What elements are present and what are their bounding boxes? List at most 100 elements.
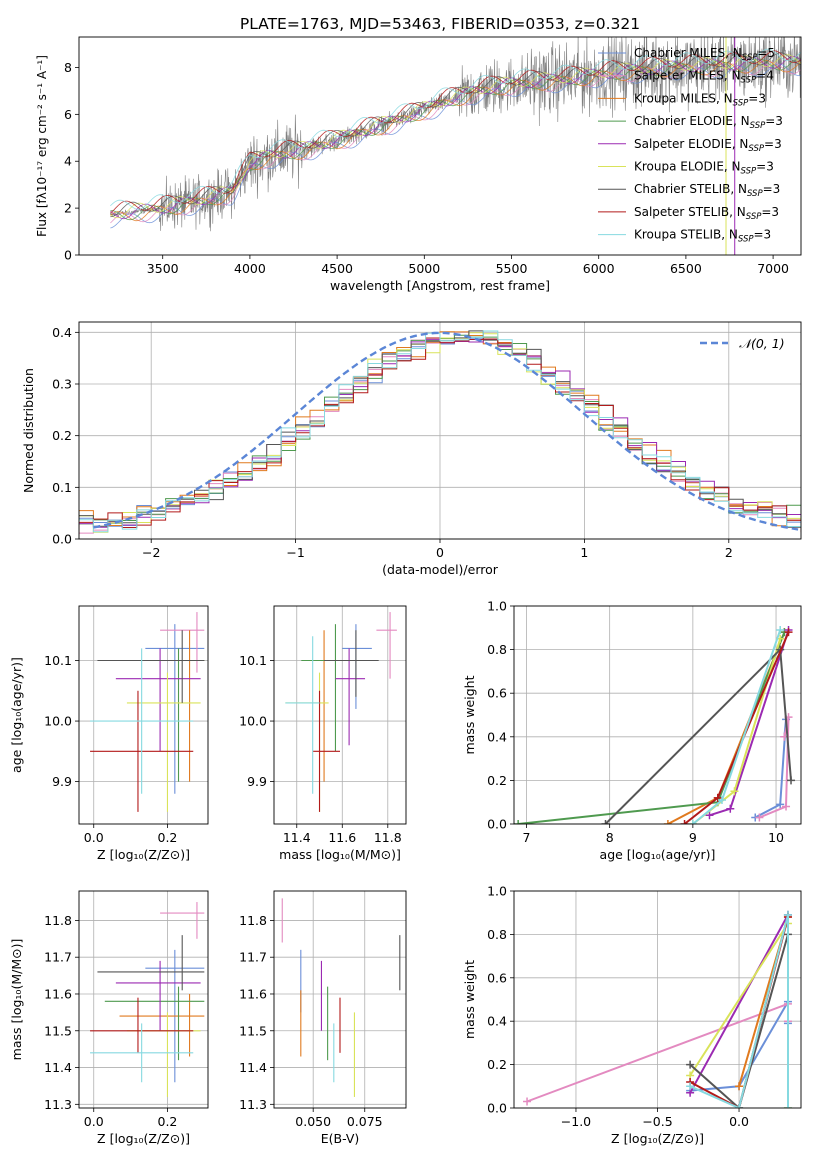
- mass_weight_vs_age-marker-chabrier-stelib: [601, 820, 610, 824]
- histogram-step-kroupa-stelib: [79, 330, 801, 533]
- mass_weight_vs_age-marker-kroupa-stelib: [688, 820, 697, 824]
- mass_vs_Z-ytick-label: 11.8: [44, 913, 72, 928]
- mass_vs_Z-ytick-label: 11.6: [44, 986, 72, 1001]
- mass_weight_vs_Z-ytick-label: 0.0: [487, 1101, 507, 1116]
- mass_weight_vs_Z-axes-frame: [513, 890, 802, 1109]
- spectrum-ytick-label: 4: [64, 154, 72, 169]
- mass_weight_vs_age-marker-kroupa-elodie: [730, 787, 739, 796]
- spectrum-model-line-kroupa-elodie: [110, 54, 801, 219]
- mass_weight_vs_Z-xtick-label: −0.5: [642, 1114, 672, 1129]
- age_vs_mass-xtick-label: 11.4: [283, 830, 311, 845]
- mass_vs_Z-ylabel: mass [log₁₀(M/M⊙)]: [9, 939, 24, 1061]
- mass_vs_Z-xtick-label: 0.0: [84, 1114, 104, 1129]
- age_vs_Z-ylabel: age [log₁₀(age/yr)]: [9, 657, 24, 773]
- spectrum-legend-label: Chabrier MILES, NSSP=5: [634, 46, 775, 63]
- spectrum-panel: 3500 4000 4500 5000 5500 6000 6500 7000 0 2 4 6 8 wav…: [35, 36, 802, 293]
- mass_weight_vs_age-ytick-label: 0.8: [487, 642, 507, 657]
- mass_vs_Z-xtick-label: 0.2: [158, 1114, 178, 1129]
- mass_weight_vs_Z-ytick-label: 0.8: [487, 927, 507, 942]
- age_vs_Z-xtick-label: 0.2: [158, 830, 178, 845]
- mass_vs_Z-panel: 0.0 0.2 11.3 11.4 11.5 11.6 11.7 11.8 Z [log₁₀(Z…: [9, 890, 209, 1146]
- mass_weight_vs_age-marker-kroupa-miles: [663, 820, 672, 824]
- mass_weight_vs_Z-ytick-label: 0.6: [487, 970, 507, 985]
- residual_histogram-axes-frame: [78, 321, 802, 540]
- age_vs_mass-axes-frame: [273, 605, 407, 825]
- mass_weight_vs_age-line-chabrier-miles: [754, 719, 787, 819]
- mass_vs_EBV-xtick-label: 0.075: [347, 1114, 383, 1129]
- mass_weight_vs_age-xtick-label: 9: [689, 830, 697, 845]
- spectrum-ytick-label: 0: [64, 248, 72, 263]
- mass_weight_vs_Z-line-kroupa-stelib: [689, 914, 789, 1108]
- mass_weight_vs_age-ytick-label: 0.2: [487, 773, 507, 788]
- residual_histogram-panel: −2 −1 0 1 2 0.0 0.1 0.2 0.3 0.4 (data-model)/error…: [21, 321, 802, 577]
- mass_weight_vs_age-marker-chabrier-miles: [776, 800, 785, 809]
- mass_weight_vs_age-marker-salpeter-elodie: [726, 804, 735, 813]
- residual_histogram-xtick-label: 0: [436, 545, 444, 560]
- residual_histogram-xtick-label: 1: [580, 545, 588, 560]
- mass_weight_vs_age-marker-salpeter-elodie: [705, 811, 714, 820]
- histogram-legend-label: 𝒩(0, 1): [739, 336, 785, 351]
- mass_weight_vs_age-marker-salpeter-miles: [782, 802, 791, 811]
- mass_weight_vs_Z-marker-kroupa-stelib: [783, 910, 792, 919]
- spectrum-legend-label: Chabrier STELIB, NSSP=3: [634, 182, 780, 199]
- mass_weight_vs_Z-xtick-label: 0.0: [729, 1114, 749, 1129]
- mass_vs_EBV-ytick-label: 11.4: [239, 1060, 267, 1075]
- residual_histogram-ytick-label: 0.2: [52, 428, 72, 443]
- spectrum-legend-label: Kroupa STELIB, NSSP=3: [634, 228, 771, 245]
- mass_weight_vs_age-panel: 7 8 9 10 0.0 0.2 0.4 0.6 0.8 1.0 age [log₁₀(age/yr…: [462, 599, 802, 862]
- mass_weight_vs_Z-ylabel: mass weight: [462, 960, 477, 1039]
- mass_weight_vs_age-marker-kroupa-stelib: [717, 796, 726, 805]
- residual_histogram-xlabel: (data-model)/error: [382, 562, 499, 577]
- mass_weight_vs_age-marker-chabrier-stelib: [787, 776, 796, 785]
- age_vs_mass-xtick-label: 11.6: [328, 830, 356, 845]
- residual_histogram-grid: [79, 322, 801, 540]
- age_vs_mass-panel: 11.4 11.6 11.8 9.9 10.0 10.1 mass [log₁₀(M/M⊙)…: [239, 605, 407, 862]
- spectrum-legend-label: Kroupa ELODIE, NSSP=3: [634, 160, 774, 177]
- mass_vs_Z-ytick-label: 11.4: [44, 1060, 72, 1075]
- mass_weight_vs_age-ytick-label: 0.0: [487, 817, 507, 832]
- mass_weight_vs_Z-ytick-label: 0.4: [487, 1014, 507, 1029]
- mass_vs_Z-ytick-label: 11.5: [44, 1023, 72, 1038]
- mass_weight_vs_Z-line-chabrier-stelib: [689, 934, 789, 1108]
- residual_histogram-ytick-label: 0.4: [52, 325, 72, 340]
- spectrum-model-line-kroupa-miles: [110, 60, 801, 222]
- age_vs_Z-xlabel: Z [log₁₀(Z/Z⊙)]: [97, 847, 190, 862]
- age_vs_mass-plot-area: [285, 612, 397, 812]
- age_vs_Z-ytick-label: 9.9: [52, 774, 72, 789]
- mass_weight_vs_Z-marker-kroupa-stelib: [686, 1082, 695, 1091]
- spectrum-plot-area: [110, 37, 801, 255]
- spectrum-xtick-label: 4500: [321, 261, 353, 276]
- mass_weight_vs_Z-marker-kroupa-stelib: [735, 1104, 744, 1108]
- spectrum-model-line-salpeter-elodie: [110, 56, 801, 220]
- mass_weight_vs_Z-marker-kroupa-miles: [735, 1082, 744, 1091]
- residual_histogram-xtick-label: 2: [725, 545, 733, 560]
- spectrum-legend-label: Salpeter STELIB, NSSP=3: [634, 205, 779, 222]
- mass_weight_vs_age-xlabel: age [log₁₀(age/yr)]: [600, 847, 716, 862]
- mass_vs_Z-grid: [79, 891, 208, 1108]
- spectrum-data-line: [110, 37, 801, 232]
- age_vs_Z-ytick-label: 10.1: [44, 653, 72, 668]
- mass_weight_vs_Z-marker-chabrier-stelib: [686, 1060, 695, 1069]
- spectrum-ytick-label: 6: [64, 107, 72, 122]
- spectrum-legend-label: Chabrier ELODIE, NSSP=3: [634, 114, 783, 131]
- spectrum-legend-label: Kroupa MILES, NSSP=3: [634, 91, 766, 108]
- mass_vs_EBV-ytick-label: 11.7: [239, 950, 267, 965]
- mass_weight_vs_age-marker-salpeter-stelib: [680, 820, 689, 824]
- mass_vs_EBV-ytick-label: 11.5: [239, 1023, 267, 1038]
- mass_weight_vs_age-ylabel: mass weight: [462, 675, 477, 754]
- mass_weight_vs_Z-grid: [514, 890, 801, 1109]
- age_vs_Z-grid: [79, 606, 208, 824]
- age_vs_mass-xtick-label: 11.8: [374, 830, 402, 845]
- spectrum-legend-label: Salpeter MILES, NSSP=4: [634, 69, 774, 86]
- residual_histogram-ylabel: Normed distribution: [21, 368, 36, 493]
- residual_histogram-xtick-label: −1: [286, 545, 304, 560]
- gaussian-curve: [93, 331, 799, 531]
- mass_weight_vs_Z-line-salpeter-elodie: [689, 914, 789, 1094]
- mass_weight_vs_age-plot-area: [514, 625, 796, 824]
- age_vs_Z-plot-area: [90, 612, 205, 812]
- mass_weight_vs_Z-plot-area: [523, 910, 792, 1108]
- mass_vs_EBV-panel: 0.050 0.075 11.3 11.4 11.5 11.6 11.7 11.8 E(B-V): [239, 890, 407, 1146]
- age_vs_Z-panel: 0.0 0.2 9.9 10.0 10.1 Z [log₁₀(Z/Z⊙)] age [log…: [9, 605, 209, 862]
- spectrum-xtick-label: 5500: [496, 261, 528, 276]
